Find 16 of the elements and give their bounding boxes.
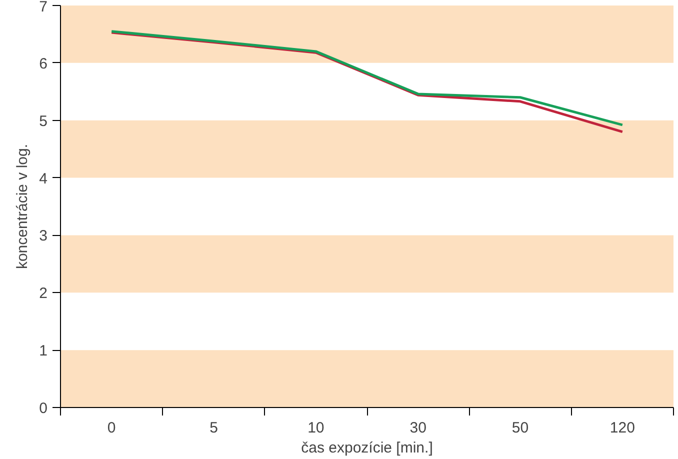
y-tick-label: 4 [39,170,48,188]
y-tick-label: 5 [39,112,48,130]
x-tick-label: 10 [308,420,324,436]
y-tick-label: 0 [39,400,48,417]
y-tick-label: 1 [39,342,48,360]
y-tick-label: 7 [39,0,48,16]
y-tick-label: 3 [39,228,48,245]
y-axis-title: koncentrácie v log. [14,144,32,270]
x-axis-title: čas expozície [min.] [301,440,433,456]
x-tick-label: 0 [107,420,116,436]
x-tick-label: 30 [410,420,426,436]
x-tick-label: 120 [610,420,635,436]
x-tick-label: 5 [210,420,218,436]
x-tick-label: 50 [512,420,529,436]
y-tick-label: 2 [39,285,48,302]
y-tick-label: 6 [39,55,48,72]
